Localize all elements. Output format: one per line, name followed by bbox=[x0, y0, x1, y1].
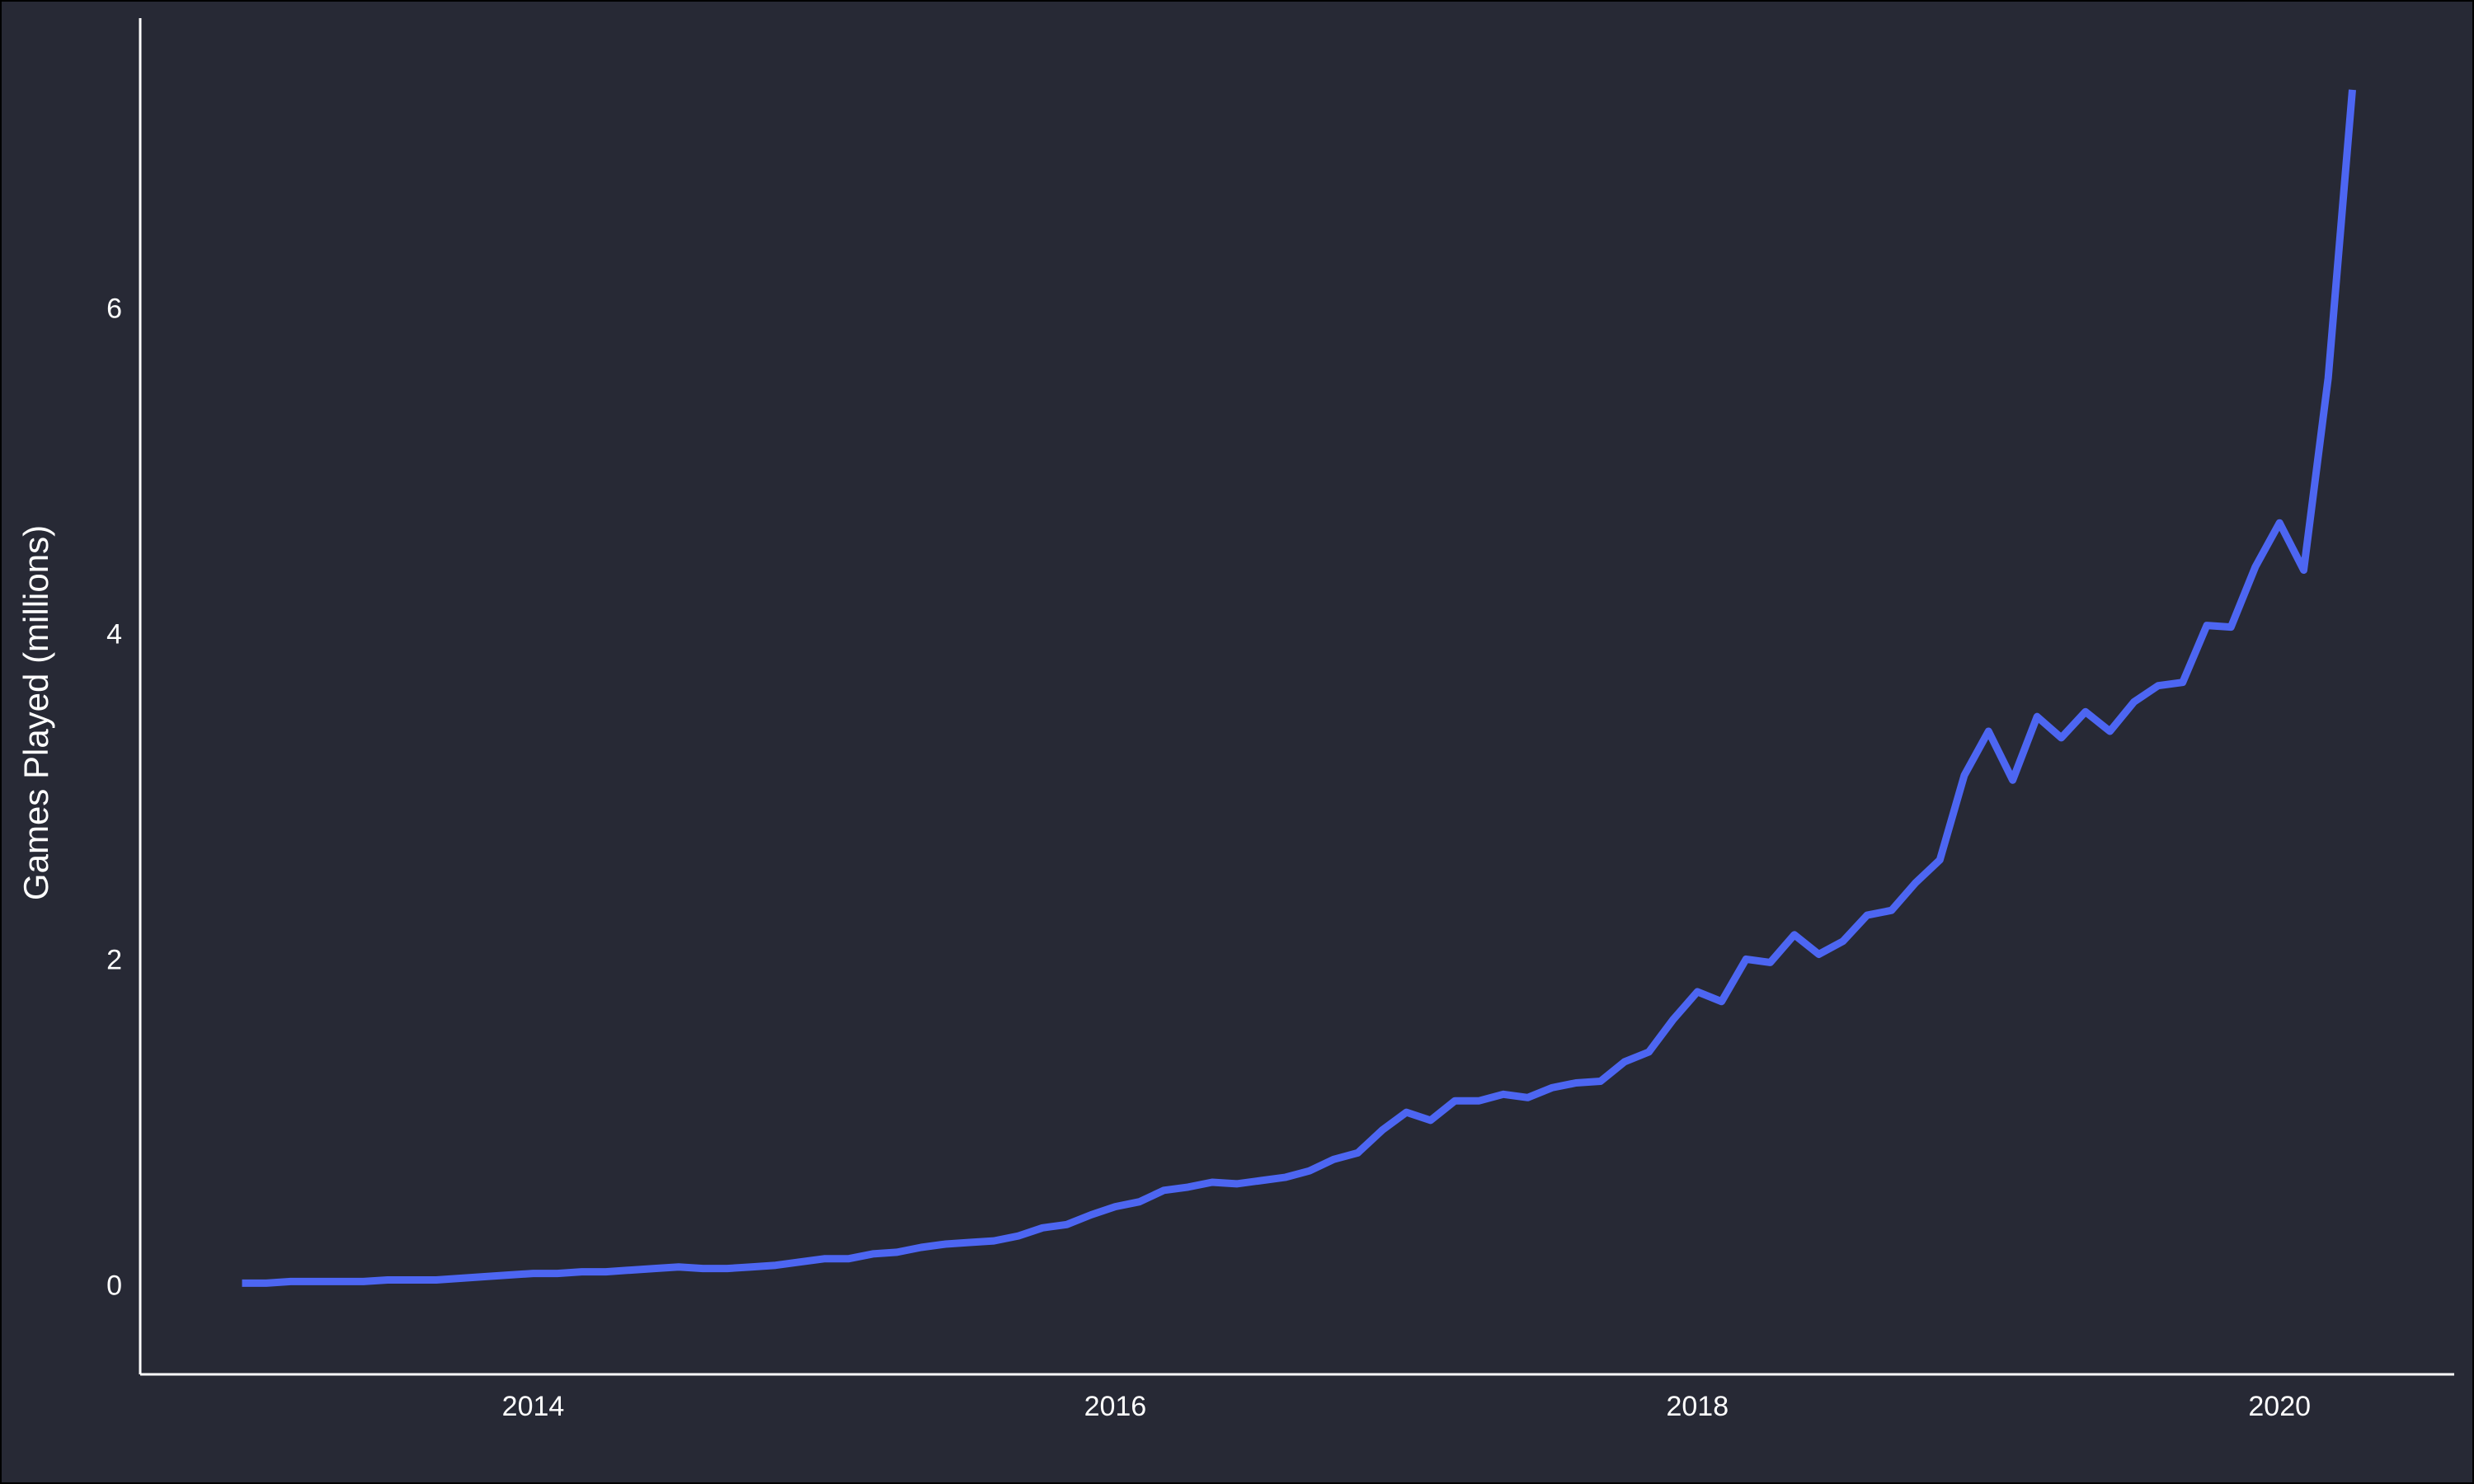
y-tick-label: 0 bbox=[106, 1270, 122, 1301]
x-tick-label: 2018 bbox=[1666, 1391, 1729, 1422]
series-group bbox=[242, 89, 2356, 1287]
x-axis-ticks: 2014 2016 2018 2020 bbox=[502, 1391, 2311, 1422]
series-line bbox=[242, 89, 2356, 1287]
y-tick-label: 2 bbox=[106, 944, 122, 975]
x-tick-label: 2020 bbox=[2248, 1391, 2311, 1422]
x-tick-label: 2014 bbox=[502, 1391, 565, 1422]
y-axis-label: Games Played (millions) bbox=[16, 525, 55, 900]
y-axis-ticks: 0 2 4 6 bbox=[106, 294, 122, 1302]
y-tick-label: 6 bbox=[106, 294, 122, 325]
y-tick-label: 4 bbox=[106, 618, 122, 650]
x-tick-label: 2016 bbox=[1084, 1391, 1147, 1422]
axes bbox=[139, 18, 2454, 1376]
